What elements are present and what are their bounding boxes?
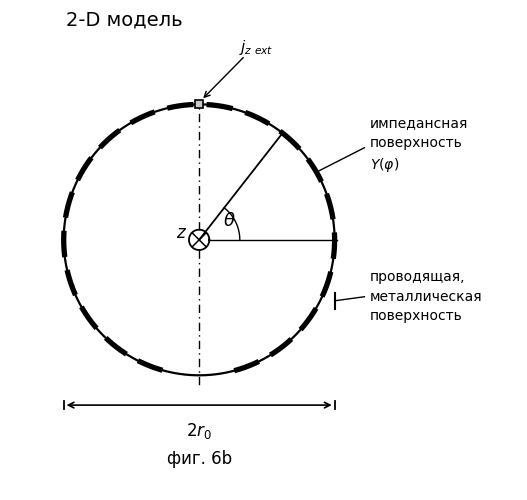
Text: $j_{z\ ext}$: $j_{z\ ext}$ [239, 38, 274, 57]
Text: $\theta$: $\theta$ [222, 212, 235, 230]
Text: импедансная
поверхность
$Y(\varphi)$: импедансная поверхность $Y(\varphi)$ [370, 116, 468, 174]
Text: 2-D модель: 2-D модель [66, 11, 183, 30]
Text: z: z [176, 224, 184, 242]
Bar [195, 100, 203, 108]
Text: $2r_0$: $2r_0$ [186, 422, 212, 442]
Text: фиг. 6b: фиг. 6b [167, 450, 232, 468]
Text: проводящая,
металлическая
поверхность: проводящая, металлическая поверхность [370, 270, 482, 323]
